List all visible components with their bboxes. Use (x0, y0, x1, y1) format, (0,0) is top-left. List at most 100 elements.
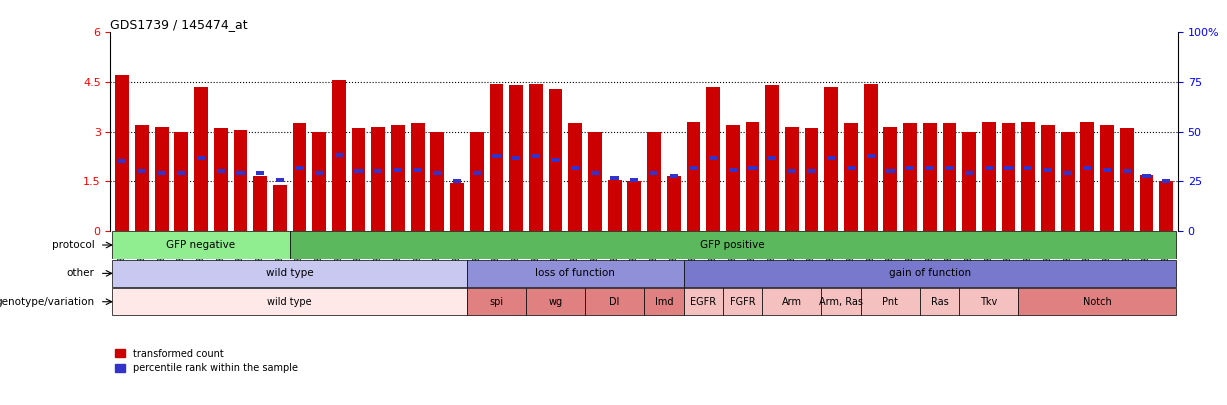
Bar (866, 154, 875, 158)
Bar (1001, 124, 1016, 231)
Text: gain of function: gain of function (888, 269, 971, 278)
Bar (611, 176, 618, 180)
Bar (627, 181, 642, 231)
Bar (1120, 128, 1134, 231)
Bar (256, 171, 264, 175)
Bar (135, 125, 148, 231)
Bar (413, 168, 422, 172)
Bar (644, 288, 683, 315)
Bar (690, 166, 697, 170)
Bar (237, 171, 244, 175)
Bar (847, 166, 855, 170)
Bar (729, 168, 737, 172)
Text: FGFR: FGFR (730, 297, 756, 307)
Bar (292, 124, 307, 231)
Legend: transformed count, percentile rank within the sample: transformed count, percentile rank withi… (115, 349, 298, 373)
Text: genotype/variation: genotype/variation (0, 297, 94, 307)
Bar (1140, 175, 1153, 231)
Bar (766, 85, 779, 231)
Bar (590, 171, 599, 175)
Bar (785, 127, 799, 231)
Bar (453, 179, 461, 183)
Bar (529, 84, 542, 231)
Bar (1025, 166, 1032, 170)
Bar (964, 171, 973, 175)
Bar (296, 166, 303, 170)
Bar (512, 156, 520, 160)
Bar (467, 288, 526, 315)
Bar (290, 231, 1175, 259)
Bar (726, 125, 740, 231)
Bar (825, 87, 838, 231)
Bar (113, 260, 467, 287)
Text: GFP positive: GFP positive (701, 240, 766, 250)
Bar (1101, 125, 1114, 231)
Bar (607, 179, 622, 231)
Bar (155, 127, 168, 231)
Bar (335, 153, 344, 157)
Bar (411, 124, 425, 231)
Bar (352, 128, 366, 231)
Bar (906, 166, 914, 170)
Bar (313, 132, 326, 231)
Text: spi: spi (490, 297, 503, 307)
Bar (805, 128, 818, 231)
Bar (683, 260, 1175, 287)
Bar (687, 122, 701, 231)
Bar (118, 160, 126, 163)
Bar (670, 174, 677, 178)
Text: Pnt: Pnt (882, 297, 898, 307)
Bar (807, 169, 816, 173)
Bar (355, 169, 363, 173)
Text: other: other (66, 269, 94, 278)
Bar (748, 166, 757, 170)
Bar (509, 85, 523, 231)
Bar (333, 80, 346, 231)
Bar (861, 288, 920, 315)
Text: Imd: Imd (655, 297, 674, 307)
Bar (923, 124, 936, 231)
Bar (886, 169, 894, 173)
Bar (571, 166, 579, 170)
Bar (194, 87, 207, 231)
Bar (1044, 168, 1052, 172)
Bar (115, 75, 129, 231)
Text: protocol: protocol (52, 240, 94, 250)
Bar (942, 124, 956, 231)
Bar (1005, 166, 1012, 170)
Bar (1021, 122, 1036, 231)
Bar (960, 288, 1018, 315)
Bar (788, 169, 796, 173)
Bar (470, 132, 483, 231)
Bar (568, 124, 582, 231)
Bar (903, 124, 917, 231)
Bar (746, 122, 760, 231)
Text: loss of function: loss of function (535, 269, 615, 278)
Bar (551, 158, 560, 162)
Bar (1064, 171, 1071, 175)
Bar (985, 166, 993, 170)
Bar (490, 84, 503, 231)
Bar (233, 130, 248, 231)
Bar (433, 171, 442, 175)
Text: wild type: wild type (267, 297, 312, 307)
Bar (666, 176, 681, 231)
Text: Dl: Dl (610, 297, 620, 307)
Bar (762, 288, 821, 315)
Bar (1123, 169, 1131, 173)
Bar (1018, 288, 1175, 315)
Bar (157, 171, 166, 175)
Bar (113, 231, 290, 259)
Bar (844, 124, 858, 231)
Bar (276, 178, 283, 181)
Bar (1060, 132, 1075, 231)
Text: GDS1739 / 145474_at: GDS1739 / 145474_at (110, 18, 248, 31)
Bar (272, 185, 287, 231)
Bar (213, 128, 228, 231)
Bar (372, 127, 385, 231)
Bar (177, 171, 185, 175)
Text: Arm, Ras: Arm, Ras (820, 297, 863, 307)
Bar (1081, 122, 1094, 231)
Text: wg: wg (548, 297, 563, 307)
Bar (864, 84, 877, 231)
